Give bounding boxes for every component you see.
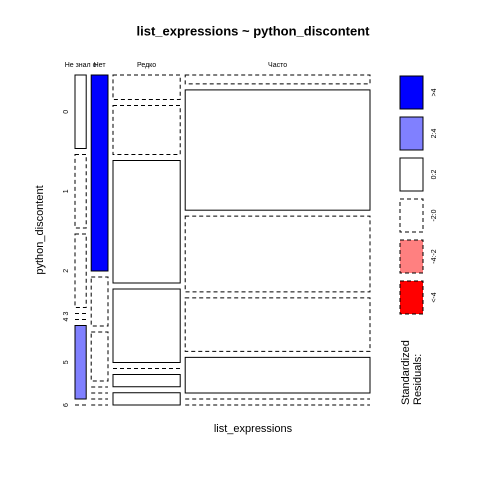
mosaic-cell <box>74 154 87 229</box>
mosaic-cell <box>112 288 181 363</box>
legend-label: 0:2 <box>431 170 438 180</box>
mosaic-cell <box>184 74 371 85</box>
legend-label: -2:0 <box>431 209 438 221</box>
mosaic-cell <box>112 105 181 155</box>
mosaic-cell <box>112 392 181 406</box>
y-tick-label: 0 <box>63 110 70 114</box>
x-tick-label: Нет <box>94 62 107 69</box>
x-tick-label: Редко <box>137 62 156 69</box>
mosaic-cell <box>112 74 181 100</box>
mosaic-cell <box>74 233 87 308</box>
y-tick-label: 6 <box>63 403 70 407</box>
legend-label: <-4 <box>431 292 438 302</box>
y-axis-label: python_discontent <box>34 185 46 274</box>
legend-label: 2:4 <box>431 129 438 139</box>
y-tick-label: 1 <box>63 189 70 193</box>
legend-title: Residuals: <box>412 354 424 405</box>
legend-swatch <box>399 116 424 151</box>
legend-swatch <box>399 198 424 233</box>
mosaic-cell <box>74 325 87 400</box>
mosaic-cell <box>184 297 371 352</box>
mosaic-cell <box>90 331 109 382</box>
x-tick-label: Часто <box>268 62 287 69</box>
mosaic-cell <box>184 356 371 394</box>
legend-label: -4:-2 <box>431 249 438 264</box>
x-axis-label: list_expressions <box>214 423 293 435</box>
x-tick-label: Не знал о <box>65 62 97 69</box>
legend-swatch <box>399 280 424 315</box>
y-tick-label: 4 <box>63 317 70 321</box>
mosaic-cell <box>112 374 181 388</box>
mosaic-cell <box>184 89 371 211</box>
legend-swatch <box>399 239 424 274</box>
legend-swatch <box>399 75 424 110</box>
chart-title: list_expressions ~ python_discontent <box>137 23 371 38</box>
y-tick-label: 2 <box>63 269 70 273</box>
y-tick-label: 3 <box>63 311 70 315</box>
mosaic-cell <box>74 74 87 149</box>
mosaic-cell <box>184 215 371 293</box>
legend-label: >4 <box>431 88 438 96</box>
legend-title: Standardized <box>400 340 412 405</box>
legend-swatch <box>399 157 424 192</box>
y-tick-label: 5 <box>63 360 70 364</box>
mosaic-cell <box>90 74 109 272</box>
mosaic-cell <box>90 276 109 327</box>
mosaic-cell <box>112 160 181 284</box>
